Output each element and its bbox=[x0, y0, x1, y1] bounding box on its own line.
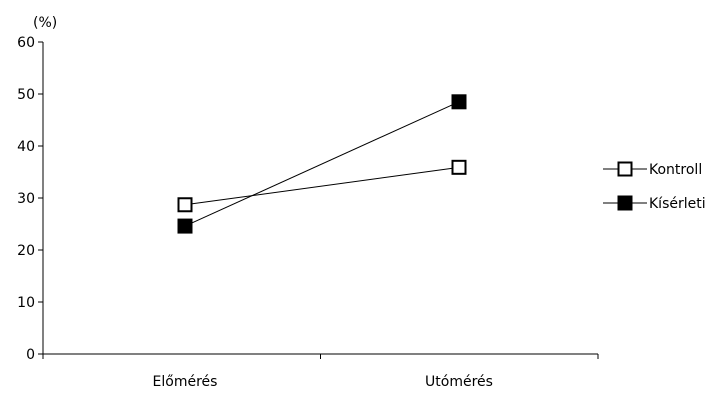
y-tick-labels: 0 10 20 30 40 50 60 bbox=[17, 35, 35, 363]
y-tick-label: 50 bbox=[17, 87, 35, 103]
axes bbox=[38, 41, 599, 359]
data-point bbox=[177, 218, 193, 234]
series-line bbox=[184, 166, 460, 206]
x-category-label: Utómérés bbox=[425, 374, 493, 390]
x-category-label: Előmérés bbox=[153, 374, 218, 390]
series-kísérleti bbox=[177, 94, 467, 234]
legend-item: Kísérleti bbox=[603, 195, 706, 212]
data-point bbox=[451, 94, 467, 110]
y-axis-unit-label: (%) bbox=[33, 15, 57, 31]
legend-label: Kísérleti bbox=[649, 196, 706, 212]
legend-marker bbox=[617, 195, 633, 211]
y-tick-label: 40 bbox=[17, 139, 35, 155]
data-point bbox=[451, 159, 467, 175]
series-line bbox=[184, 101, 460, 227]
legend-marker bbox=[617, 161, 633, 177]
legend-item: Kontroll bbox=[603, 161, 702, 178]
legend: Kontroll Kísérleti bbox=[603, 161, 706, 212]
x-category-labels: Előmérés Utómérés bbox=[153, 374, 493, 390]
y-tick-label: 0 bbox=[26, 347, 35, 363]
data-point bbox=[177, 197, 193, 213]
series-layer bbox=[177, 94, 467, 234]
y-tick-label: 10 bbox=[17, 295, 35, 311]
y-tick-label: 30 bbox=[17, 191, 35, 207]
y-tick-label: 60 bbox=[17, 35, 35, 51]
legend-label: Kontroll bbox=[649, 162, 702, 178]
y-tick-label: 20 bbox=[17, 243, 35, 259]
series-kontroll bbox=[177, 159, 467, 213]
